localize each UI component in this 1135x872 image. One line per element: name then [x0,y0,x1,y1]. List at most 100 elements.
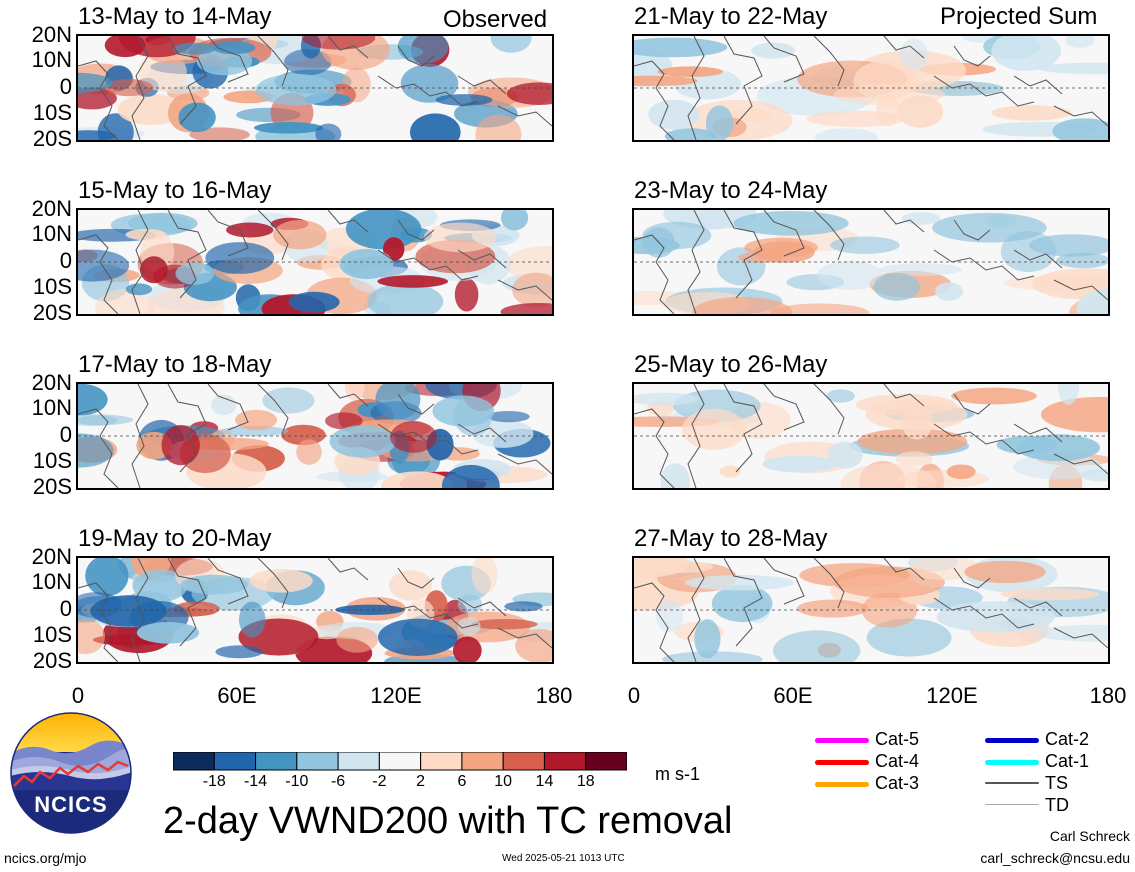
map-panel-observed [76,34,554,142]
colorbar-swatch [337,751,380,771]
lat-label: 0 [59,248,72,273]
colorbar-units: m s-1 [655,764,700,784]
colorbar [172,751,628,772]
colorbar-swatch [213,751,257,771]
lat-label: 20N [31,196,72,221]
footer-timestamp: Wed 2025-05-21 1013 UTC [502,853,625,864]
lon-label-left: 180 [535,683,573,708]
lat-label: 10N [31,221,72,246]
logo-text: NCICS [34,792,108,817]
map-field [634,210,1108,314]
ncics-logo-icon [10,712,132,834]
tc-legend-line [985,804,1039,805]
tc-legend-label: Cat-3 [875,773,920,793]
footer-email: carl_schreck@ncsu.edu [980,850,1130,866]
colorbar-tick-label: -18 [202,773,226,790]
colorbar-swatch [172,751,215,771]
lon-label-right: 120E [926,683,978,708]
lat-label: 20S [32,474,72,499]
colorbar-swatch [585,751,628,771]
colorbar-swatch [255,751,298,771]
lat-label: 10N [31,569,72,594]
tc-legend-label: TD [1045,795,1069,815]
colorbar-swatch [543,751,587,771]
colorbar-tick-label: -6 [330,773,346,790]
colorbar-tick-label: -2 [372,773,387,790]
panel-title: 19-May to 20-May [78,525,272,552]
colorbar-tick-label: -14 [243,773,268,790]
lat-label: 20N [31,544,72,569]
map-panel-observed [76,382,554,490]
ncics-logo: NCICS [10,712,132,834]
panel-title: 27-May to 28-May [634,525,828,552]
footer-author: Carl Schreck [1049,828,1130,844]
lon-label-right: 60E [773,683,813,708]
map-panel-observed [76,556,554,664]
footer-site: ncics.org/mjo [4,850,87,866]
panel-title: 15-May to 16-May [78,177,272,204]
colorbar-tick-label: 2 [416,773,426,790]
lat-label: 0 [59,422,72,447]
lat-label: 10S [32,100,72,125]
tc-legend-label: TS [1045,773,1069,793]
figure-title: 2-day VWND200 with TC removal [163,800,733,842]
map-field [78,558,552,662]
observed-label: Observed [443,6,548,33]
lat-label: 10N [31,395,72,420]
colorbar-swatch [296,751,339,771]
lat-label: 20N [31,370,72,395]
tc-legend-line [985,782,1039,784]
projected-sum-label: Projected Sum [940,3,1098,30]
panel-title: 21-May to 22-May [634,3,828,30]
panel-title: 25-May to 26-May [634,351,828,378]
lon-label-right: 0 [627,683,641,708]
tc-legend-line [985,760,1039,765]
tc-legend-line [985,738,1039,743]
lon-label-right: 180 [1089,683,1127,708]
colorbar-tick-label: -10 [285,773,309,790]
map-field [78,210,552,314]
panel-title: 23-May to 24-May [634,177,828,204]
colorbar-tick-label: 18 [576,773,595,790]
lat-label: 10S [32,274,72,299]
map-panel-projected [632,34,1110,142]
tc-legend-label: Cat-2 [1045,729,1090,749]
map-field [78,36,552,140]
tc-legend-label: Cat-4 [875,751,920,771]
map-field [634,384,1108,488]
lat-label: 20S [32,126,72,151]
lon-label-left: 60E [217,683,257,708]
colorbar-swatch [420,751,463,771]
tc-legend-label: Cat-5 [875,729,920,749]
colorbar-graphic [172,751,628,771]
lat-label: 0 [59,74,72,99]
map-field [78,384,552,488]
lat-label: 20S [32,300,72,325]
map-panel-projected [632,382,1110,490]
panel-title: 17-May to 18-May [78,351,272,378]
lon-label-left: 0 [71,683,85,708]
colorbar-tick-label: 10 [494,773,513,790]
lat-label: 10S [32,448,72,473]
map-panel-projected [632,556,1110,664]
colorbar-swatch [502,751,545,771]
colorbar-swatch [378,751,422,771]
colorbar-tick-label: 6 [457,773,467,790]
lon-label-left: 120E [370,683,422,708]
colorbar-tick-label: 14 [535,773,554,790]
colorbar-swatch [461,751,504,771]
tc-legend-line [815,738,869,743]
lat-label: 10N [31,47,72,72]
tc-legend-line [815,782,869,787]
map-field [634,36,1108,140]
panel-title: 13-May to 14-May [78,3,272,30]
lat-label: 10S [32,622,72,647]
tc-legend-label: Cat-1 [1045,751,1090,771]
lat-label: 20S [32,648,72,673]
tc-legend-line [815,760,869,765]
map-field [634,558,1108,662]
map-panel-observed [76,208,554,316]
lat-label: 0 [59,596,72,621]
lat-label: 20N [31,22,72,47]
map-panel-projected [632,208,1110,316]
